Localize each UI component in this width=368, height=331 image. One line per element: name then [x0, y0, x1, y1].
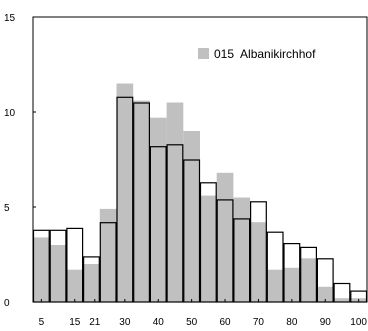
x-tick-label: 50 — [186, 317, 198, 328]
x-tick-label: 70 — [253, 317, 265, 328]
x-axis: 5 15 21 30 40 50 60 70 80 90 100 — [39, 299, 367, 328]
x-tick-label: 80 — [286, 317, 298, 328]
x-tick-label: 30 — [119, 317, 131, 328]
x-tick-label: 40 — [153, 317, 165, 328]
bar-filled — [183, 131, 200, 302]
bar-filled — [66, 269, 84, 302]
bar-filled — [49, 245, 67, 302]
bar-filled — [99, 208, 117, 302]
bar-filled — [116, 83, 134, 302]
y-tick-label: 15 — [4, 13, 16, 24]
legend-label: 015 Albanikirchhof — [214, 47, 316, 61]
bar-filled — [149, 117, 167, 302]
legend-swatch — [198, 48, 209, 59]
x-tick-label: 60 — [219, 317, 231, 328]
bar-filled — [266, 269, 284, 302]
bar-filled — [216, 172, 234, 302]
y-tick-label: 10 — [4, 108, 16, 119]
bar-filled — [283, 267, 301, 302]
bar-filled — [233, 197, 251, 302]
x-tick-label: 5 — [39, 317, 45, 328]
plot-frame — [32, 16, 368, 303]
bar-filled — [316, 286, 334, 302]
filled-series — [33, 83, 367, 302]
bar-filled — [133, 100, 150, 302]
bar-filled — [166, 102, 184, 302]
x-tick-label: 90 — [320, 317, 332, 328]
bar-filled — [83, 264, 100, 302]
legend: 015 Albanikirchhof — [198, 47, 316, 61]
outline-series — [32, 96, 368, 303]
y-tick-label: 0 — [4, 298, 10, 309]
bar-filled — [300, 258, 317, 302]
y-axis: 0 5 10 15 — [4, 13, 36, 309]
y-tick-label: 5 — [4, 203, 10, 214]
bar-filled — [250, 222, 267, 302]
bar-filled — [200, 195, 217, 302]
bar-filled — [333, 298, 351, 302]
bar-filled — [33, 237, 50, 302]
x-tick-label: 15 — [69, 317, 81, 328]
x-tick-label: 21 — [89, 317, 101, 328]
x-tick-label: 100 — [350, 317, 367, 328]
